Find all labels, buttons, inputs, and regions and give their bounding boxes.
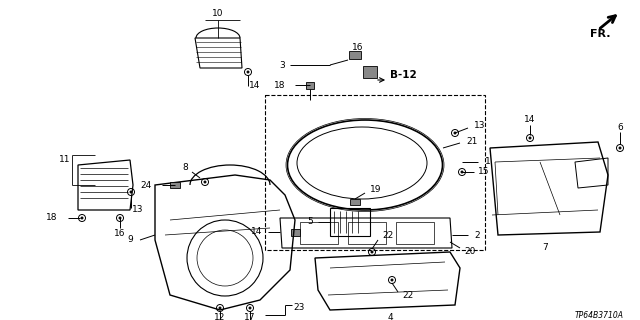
Text: 5: 5 — [307, 218, 313, 227]
Text: 21: 21 — [466, 137, 477, 146]
Text: 13: 13 — [474, 122, 486, 131]
Circle shape — [371, 251, 373, 253]
Text: 13: 13 — [132, 205, 144, 214]
Text: 9: 9 — [127, 236, 133, 244]
Circle shape — [249, 307, 251, 309]
Text: TP64B3710A: TP64B3710A — [575, 311, 624, 320]
Text: 18: 18 — [45, 213, 57, 222]
Text: 6: 6 — [617, 123, 623, 132]
Text: 15: 15 — [478, 167, 490, 177]
Text: B-12: B-12 — [390, 70, 417, 80]
Text: 19: 19 — [370, 186, 381, 195]
Text: 10: 10 — [212, 10, 224, 19]
Circle shape — [81, 217, 83, 219]
Circle shape — [219, 307, 221, 309]
Text: FR.: FR. — [589, 29, 611, 39]
Bar — [170, 182, 180, 188]
Bar — [330, 208, 370, 236]
Text: 17: 17 — [244, 314, 256, 320]
Bar — [291, 228, 300, 236]
Text: 23: 23 — [293, 303, 305, 313]
Text: 1: 1 — [485, 157, 491, 166]
Text: 4: 4 — [387, 314, 393, 320]
Text: 22: 22 — [402, 291, 413, 300]
Text: 16: 16 — [352, 44, 364, 52]
Text: 11: 11 — [60, 156, 71, 164]
Circle shape — [391, 279, 393, 281]
Bar — [306, 82, 314, 89]
Circle shape — [247, 71, 249, 73]
Circle shape — [529, 137, 531, 139]
Text: 7: 7 — [542, 244, 548, 252]
Text: 16: 16 — [115, 229, 125, 238]
Text: 24: 24 — [141, 180, 152, 189]
Text: 18: 18 — [273, 81, 285, 90]
Bar — [349, 51, 361, 59]
Text: 14: 14 — [251, 228, 262, 236]
Circle shape — [461, 171, 463, 173]
Bar — [363, 66, 377, 78]
Bar — [300, 222, 338, 244]
Text: 14: 14 — [524, 116, 536, 124]
Text: 14: 14 — [250, 81, 260, 90]
Text: 20: 20 — [464, 247, 476, 257]
Circle shape — [454, 132, 456, 134]
Text: 3: 3 — [279, 60, 285, 69]
Text: 12: 12 — [214, 314, 226, 320]
Circle shape — [204, 181, 206, 183]
Circle shape — [619, 147, 621, 149]
Text: 2: 2 — [474, 230, 479, 239]
Text: 8: 8 — [182, 164, 188, 172]
Bar — [348, 222, 386, 244]
Circle shape — [130, 191, 132, 193]
Circle shape — [119, 217, 121, 219]
Text: 22: 22 — [382, 231, 393, 241]
Bar — [350, 199, 360, 205]
Bar — [396, 222, 434, 244]
